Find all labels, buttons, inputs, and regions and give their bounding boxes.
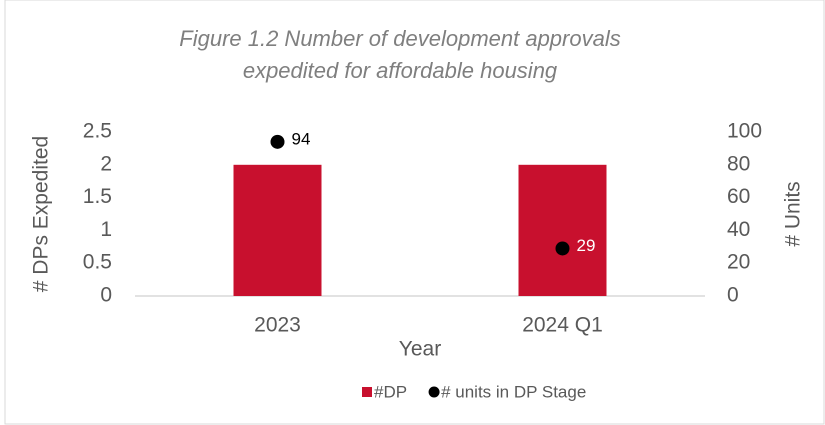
- y2-tick-label: 0: [727, 284, 739, 307]
- y2-tick-label: 60: [727, 185, 750, 208]
- y-axis-label: # DPs Expedited: [30, 136, 53, 292]
- x-axis-label: Year: [399, 338, 441, 361]
- y2-tick-label: 40: [727, 218, 750, 241]
- chart-title: Figure 1.2 Number of development approva…: [179, 26, 620, 51]
- chart-frame: [4, 0, 825, 425]
- data-label: 94: [292, 129, 311, 148]
- y-tick-label: 0.5: [83, 251, 112, 274]
- bar: [233, 164, 322, 296]
- y2-tick-label: 100: [727, 120, 762, 143]
- y-tick-label: 2.5: [83, 120, 112, 143]
- chart-title: expedited for affordable housing: [243, 58, 558, 83]
- y-tick-label: 1: [100, 218, 112, 241]
- legend-label: # units in DP Stage: [441, 382, 586, 401]
- legend-label: #DP: [374, 382, 407, 401]
- y-tick-label: 1.5: [83, 185, 112, 208]
- bar: [518, 164, 607, 296]
- y2-tick-label: 80: [727, 152, 750, 175]
- legend-swatch: [362, 387, 372, 397]
- x-tick-label: 2024 Q1: [522, 314, 603, 337]
- point: [555, 241, 570, 256]
- point: [270, 134, 285, 149]
- y-tick-label: 0: [100, 284, 112, 307]
- x-tick-label: 2023: [254, 314, 301, 337]
- y2-axis-label: # Units: [782, 181, 805, 246]
- legend-swatch: [428, 386, 440, 398]
- y-tick-label: 2: [100, 152, 112, 175]
- data-label: 29: [577, 236, 596, 255]
- y2-tick-label: 20: [727, 251, 750, 274]
